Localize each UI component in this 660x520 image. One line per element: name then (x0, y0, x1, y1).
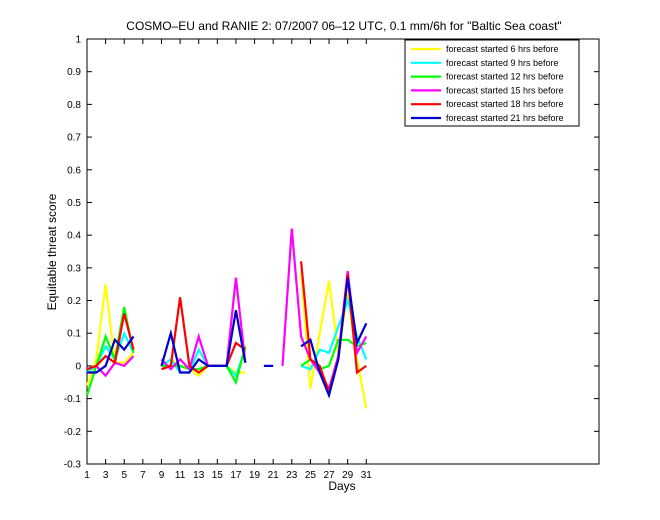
chart-title: COSMO–EU and RANIE 2: 07/2007 06–12 UTC,… (126, 19, 561, 33)
x-tick-label: 7 (140, 470, 146, 481)
x-tick-label: 21 (268, 470, 280, 481)
x-tick-label: 13 (193, 470, 205, 481)
legend-label-4: forecast started 15 hrs before (446, 85, 564, 95)
legend: forecast started 6 hrs before forecast st… (404, 39, 580, 127)
y-tick-label: 0 (75, 361, 81, 372)
y-tick-label: 0.5 (67, 198, 81, 209)
x-tick-label: 29 (342, 470, 354, 481)
y-tick-label: 0.3 (67, 263, 81, 274)
legend-label-6: forecast started 21 hrs before (446, 113, 564, 123)
legend-label-2: forecast started 9 hrs before (446, 58, 559, 68)
y-tick-label: 0.7 (67, 133, 81, 144)
x-tick-label: 5 (121, 470, 127, 481)
x-tick-label: 25 (305, 470, 317, 481)
y-tick-label: 0.9 (67, 67, 81, 78)
y-tick-label: 0.4 (67, 231, 81, 242)
series-line-6 (87, 277, 368, 399)
x-tick-label: 3 (103, 470, 109, 481)
y-tick-label: 1 (75, 35, 81, 46)
legend-box (404, 39, 580, 127)
x-axis-label: Days (328, 479, 355, 493)
x-tick-label: 27 (323, 470, 335, 481)
y-tick-label: 0.6 (67, 165, 81, 176)
legend-label-3: forecast started 12 hrs before (446, 72, 564, 82)
y-axis-label: Equitable threat score (45, 193, 59, 310)
y-tick-label: 0.8 (67, 100, 81, 111)
series-layer (85, 228, 368, 409)
y-tick-label: -0.1 (64, 394, 82, 405)
x-tick-label: 11 (175, 470, 186, 481)
x-tick-label: 31 (361, 470, 373, 481)
x-tick-label: 19 (249, 470, 261, 481)
x-axis: 1 3 5 7 9 11 13 15 17 19 21 23 25 27 29 31 (84, 39, 372, 481)
y-tick-label: 0.1 (67, 329, 81, 340)
y-tick-label: -0.3 (64, 460, 82, 471)
x-tick-label: 23 (286, 470, 298, 481)
x-tick-label: 15 (212, 470, 224, 481)
legend-label-5: forecast started 18 hrs before (446, 99, 564, 109)
y-axis: -0.3 -0.2 -0.1 0 0.1 0.2 0.3 0.4 0.5 0.6 0.7 0.8 0.9… (64, 35, 599, 471)
legend-label-1: forecast started 6 hrs before (446, 44, 559, 54)
x-tick-label: 17 (230, 470, 242, 481)
y-tick-label: -0.2 (64, 427, 82, 438)
x-tick-label: 9 (159, 470, 165, 481)
x-tick-label: 1 (84, 470, 90, 481)
y-tick-label: 0.2 (67, 296, 81, 307)
